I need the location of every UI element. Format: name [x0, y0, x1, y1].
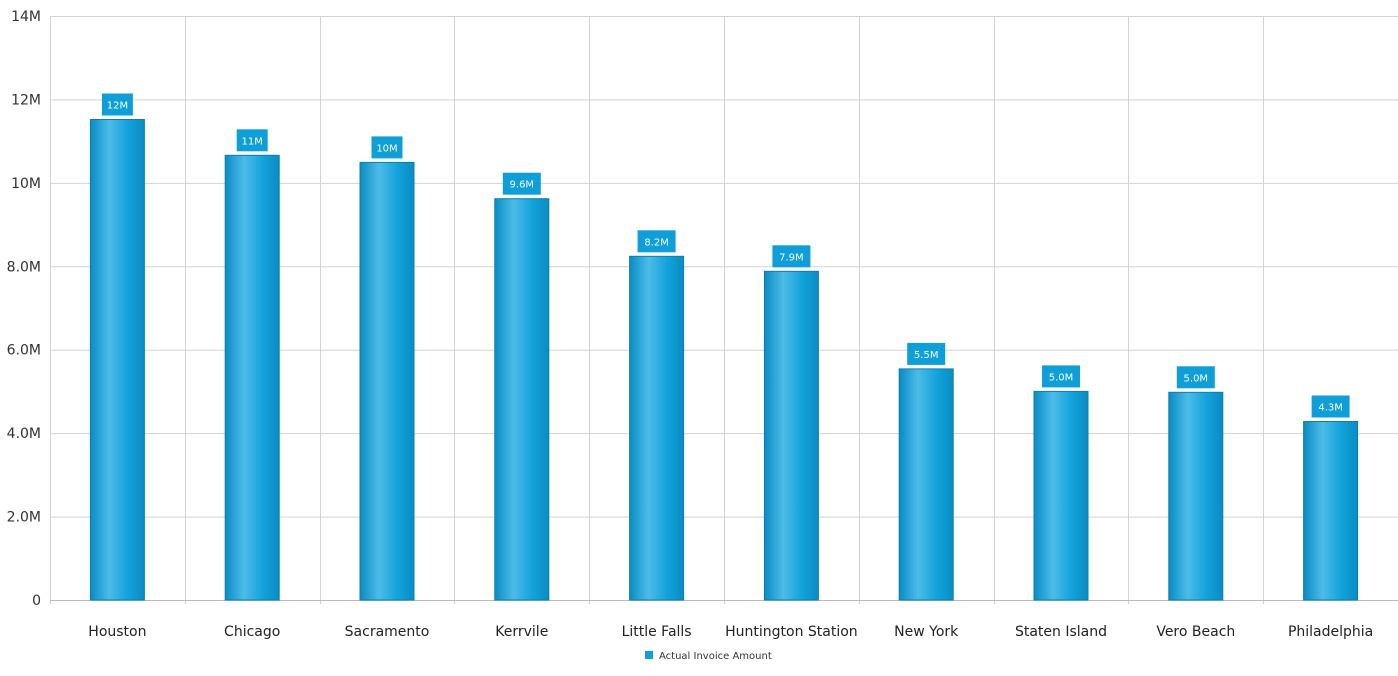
bar-huntington-station: [763, 270, 819, 601]
data-label-background: [101, 93, 133, 116]
y-tick-label: 2.0M: [7, 510, 41, 526]
data-label: 5.5M: [907, 342, 946, 365]
data-label-background: [907, 342, 946, 365]
data-label: 4.3M: [1311, 395, 1350, 418]
x-category-label: Sacramento: [345, 624, 430, 640]
y-tick-label: 14M: [11, 9, 41, 25]
data-label: 10M: [371, 136, 403, 159]
legend-swatch: [645, 651, 653, 659]
y-tick-label: 4.0M: [7, 426, 41, 442]
data-label-background: [502, 172, 541, 195]
bar-sacramento: [359, 161, 415, 601]
data-label-background: [772, 245, 811, 268]
bars: [89, 119, 1359, 601]
data-label: 8.2M: [637, 230, 676, 253]
data-label: 5.0M: [1042, 365, 1080, 388]
data-label-text: 12M: [107, 101, 128, 112]
y-tick-label: 8.0M: [7, 259, 41, 275]
data-label-text: 11M: [242, 136, 263, 147]
y-tick-label: 6.0M: [7, 343, 41, 359]
bar-kerrvile: [494, 198, 550, 601]
x-category-label: New York: [894, 624, 959, 640]
data-label: 9.6M: [502, 172, 541, 195]
bar-vero-beach: [1168, 391, 1224, 601]
data-label-text: 5.0M: [1184, 373, 1209, 384]
y-tick-label: 12M: [11, 92, 41, 108]
data-label: 5.0M: [1176, 366, 1215, 389]
legend: Actual Invoice Amount: [645, 651, 772, 662]
x-category-label: Huntington Station: [725, 624, 858, 640]
x-category-label: Little Falls: [622, 624, 692, 640]
x-category-label: Vero Beach: [1156, 624, 1235, 640]
legend-label: Actual Invoice Amount: [659, 651, 772, 662]
x-category-label: Houston: [88, 624, 146, 640]
y-axis-tick-labels: 0 2.0M 4.0M 6.0M 8.0M 10M 12M 14M: [7, 9, 41, 609]
x-category-label: Staten Island: [1015, 624, 1107, 640]
data-label-text: 10M: [376, 143, 397, 154]
data-label-text: 8.2M: [644, 237, 669, 248]
data-labels: 12M 11M 10M 9.6M 8.2M 7.9M 5.5M 5.0M 5.0M 4.3M: [101, 93, 1350, 418]
data-label: 7.9M: [772, 245, 811, 268]
data-label: 12M: [101, 93, 133, 116]
x-category-label: Kerrvile: [495, 624, 548, 640]
data-label-background: [1311, 395, 1350, 418]
data-label-background: [236, 129, 268, 152]
data-label-text: 4.3M: [1318, 403, 1343, 414]
data-label: 11M: [236, 129, 268, 152]
data-label-background: [1042, 365, 1080, 388]
data-label-text: 5.5M: [914, 350, 939, 361]
x-category-label: Philadelphia: [1288, 624, 1373, 640]
data-label-text: 5.0M: [1049, 372, 1074, 383]
bar-new-york: [898, 368, 954, 601]
data-label-text: 9.6M: [510, 180, 535, 191]
y-tick-label: 10M: [11, 176, 41, 192]
x-axis-category-labels: Houston Chicago Sacramento Kerrvile Little F…: [88, 624, 1373, 640]
bar-staten-island: [1033, 390, 1089, 601]
bar-chicago: [224, 154, 280, 601]
x-category-label: Chicago: [224, 624, 280, 640]
data-label-background: [637, 230, 676, 253]
data-label-background: [1176, 366, 1215, 389]
bar-houston: [89, 119, 145, 601]
data-label-text: 7.9M: [779, 252, 804, 263]
data-label-background: [371, 136, 403, 159]
bar-little-falls: [629, 255, 685, 601]
y-tick-label: 0: [32, 593, 41, 609]
bar-philadelphia: [1303, 421, 1359, 601]
